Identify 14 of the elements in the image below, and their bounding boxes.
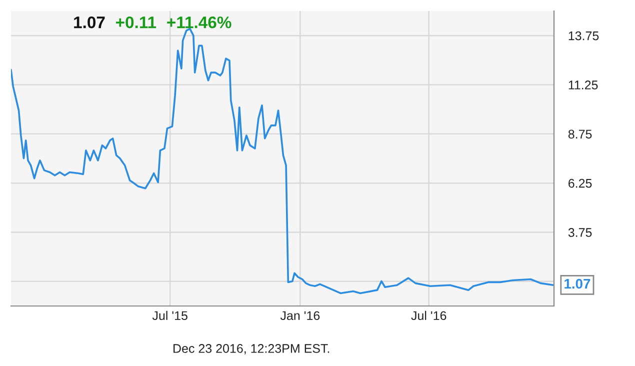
y-tick-label: 3.75 xyxy=(568,228,592,237)
annotation: 1.07 xyxy=(564,278,590,289)
y-tick-label: 13.75 xyxy=(568,31,599,40)
x-tick-label: Jul '15 xyxy=(152,310,188,320)
annotation: +11.46% xyxy=(167,16,232,28)
text: Dec 23 2016, 12:23PM EST. xyxy=(174,344,330,354)
annotation: +0.11 xyxy=(116,16,156,28)
annotation: 1.07 xyxy=(74,16,105,28)
x-tick-label: Jul '16 xyxy=(411,310,446,320)
line-series xyxy=(11,28,554,294)
y-tick-label: 11.25 xyxy=(568,80,598,90)
y-tick-label: 8.75 xyxy=(568,130,592,139)
x-tick-label: Jan '16 xyxy=(280,311,320,320)
y-tick-label: 6.25 xyxy=(568,178,592,188)
